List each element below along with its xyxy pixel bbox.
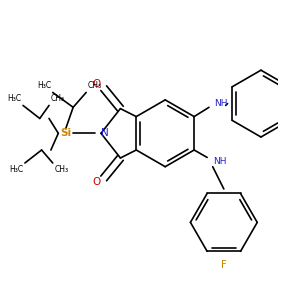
Text: H₃C: H₃C [7, 94, 21, 103]
Text: CH₃: CH₃ [88, 82, 102, 91]
Text: NH: NH [214, 99, 228, 108]
Text: F: F [299, 99, 300, 109]
Text: Si: Si [60, 128, 71, 138]
Text: N: N [101, 128, 109, 138]
Text: O: O [92, 177, 100, 187]
Text: CH₃: CH₃ [51, 94, 65, 103]
Text: F: F [221, 260, 227, 270]
Text: H₃C: H₃C [37, 82, 51, 91]
Text: CH₃: CH₃ [55, 165, 69, 174]
Text: NH: NH [213, 157, 226, 166]
Text: O: O [92, 80, 100, 89]
Text: H₃C: H₃C [9, 165, 23, 174]
